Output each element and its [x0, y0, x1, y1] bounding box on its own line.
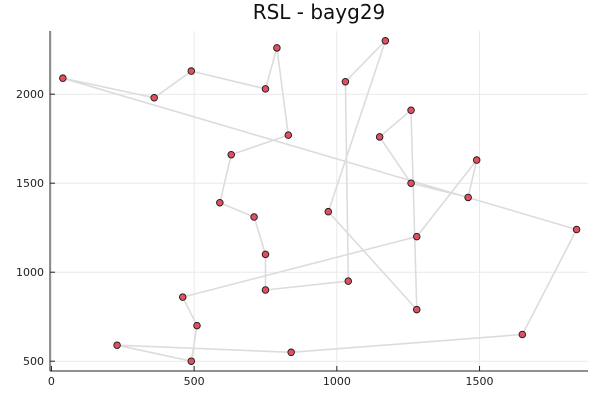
- y-tick-label-3: 2000: [16, 88, 44, 101]
- tour-route-line: [62, 40, 578, 362]
- city-point-27: [187, 67, 196, 75]
- chart-title: RSL - bayg29: [253, 0, 386, 24]
- city-point-10: [464, 193, 472, 202]
- x-tick-label-3: 1500: [466, 375, 494, 388]
- city-point-4: [113, 341, 121, 349]
- city-point-1: [572, 225, 581, 234]
- city-point-0: [59, 74, 67, 82]
- city-point-3: [287, 348, 295, 357]
- city-point-6: [193, 321, 201, 330]
- grid-layer: [50, 31, 588, 371]
- city-point-9: [472, 156, 481, 164]
- city-point-22: [216, 199, 224, 207]
- city-points: [59, 37, 581, 365]
- y-tick-label-1: 1000: [16, 266, 44, 279]
- city-point-12: [375, 133, 384, 141]
- city-point-17: [341, 77, 350, 86]
- city-point-14: [413, 305, 421, 314]
- city-point-23: [227, 150, 235, 159]
- x-tick-label-2: 1000: [323, 375, 351, 388]
- city-point-8: [413, 232, 421, 241]
- y-tick-label-0: 500: [23, 355, 44, 368]
- city-point-15: [324, 207, 333, 216]
- city-point-28: [150, 94, 158, 102]
- city-point-11: [407, 179, 415, 187]
- city-point-25: [273, 44, 281, 52]
- x-tick-label-0: 0: [48, 375, 55, 388]
- city-point-21: [250, 213, 258, 221]
- city-point-20: [261, 250, 270, 259]
- city-point-18: [344, 277, 353, 285]
- city-point-24: [284, 131, 293, 139]
- city-point-16: [381, 37, 390, 45]
- axis-layer: 0 500 1000 1500 500 1000 1500 2000: [16, 31, 588, 388]
- city-point-7: [178, 293, 187, 301]
- city-point-19: [261, 286, 270, 294]
- city-point-26: [261, 85, 270, 93]
- city-point-2: [518, 330, 527, 339]
- city-point-13: [407, 106, 415, 114]
- x-tick-label-1: 500: [184, 375, 205, 388]
- city-point-5: [187, 357, 196, 365]
- y-tick-label-2: 1500: [16, 177, 44, 190]
